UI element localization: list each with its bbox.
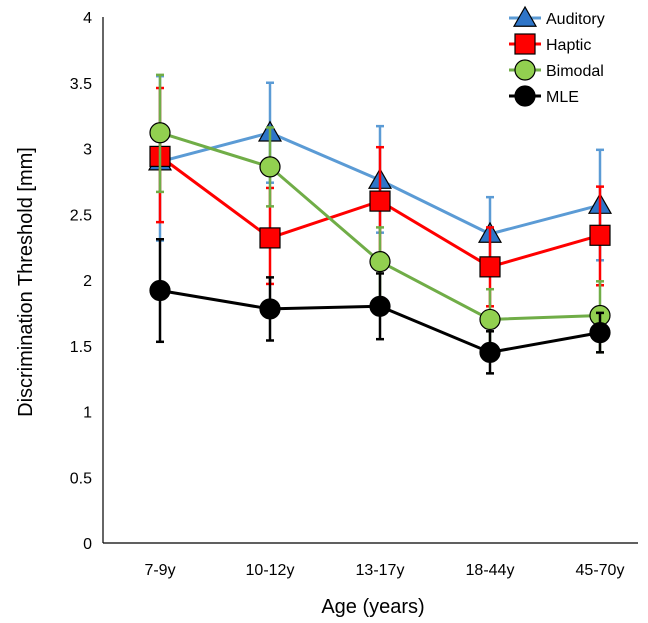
legend-item-auditory: Auditory xyxy=(509,5,605,28)
legend-marker-haptic xyxy=(514,33,536,55)
x-tick-label: 18-44y xyxy=(466,562,515,579)
y-axis-title: Discrimination Threshold [mm] xyxy=(15,147,37,417)
x-tick-label: 45-70y xyxy=(576,562,625,579)
legend-marker-bimodal xyxy=(514,59,536,81)
haptic-point xyxy=(259,227,281,249)
y-tick-label: 4 xyxy=(83,10,92,27)
legend-marker-mle xyxy=(514,85,536,107)
bimodal-point xyxy=(479,308,501,331)
series-layer xyxy=(147,73,613,375)
mle-point xyxy=(369,295,391,317)
legend-label-auditory: Auditory xyxy=(546,11,605,28)
x-tick-label: 10-12y xyxy=(246,562,295,579)
x-axis-title: Age (years) xyxy=(321,596,424,618)
legend-marker-auditory xyxy=(512,5,538,27)
bimodal-point xyxy=(259,156,281,178)
series-mle xyxy=(149,237,611,375)
mle-point xyxy=(479,341,501,363)
mle-point xyxy=(259,298,281,320)
y-tick-label: 0 xyxy=(83,536,92,553)
bimodal-point xyxy=(149,122,171,144)
y-tick-label: 2.5 xyxy=(70,207,92,224)
tick-labels: 0 0.5 1 1.5 2 2.5 3 3.5 4 7-9y 10-12y 13-17y 18-44y 4… xyxy=(70,10,625,579)
x-tick-label: 7-9y xyxy=(144,562,175,579)
legend-label-mle: MLE xyxy=(546,89,579,106)
legend-item-bimodal: Bimodal xyxy=(509,59,604,81)
haptic-point xyxy=(369,190,391,212)
mle-point xyxy=(589,322,611,344)
legend-label-haptic: Haptic xyxy=(546,37,591,54)
y-tick-label: 1 xyxy=(83,405,92,422)
legend-item-haptic: Haptic xyxy=(509,33,591,55)
axes xyxy=(102,17,638,544)
legend: Auditory Haptic Bimodal MLE xyxy=(509,5,605,107)
legend-item-mle: MLE xyxy=(509,85,579,107)
x-tick-label: 13-17y xyxy=(356,562,405,579)
y-tick-label: 0.5 xyxy=(70,470,92,487)
y-tick-label: 3.5 xyxy=(70,76,92,93)
legend-label-bimodal: Bimodal xyxy=(546,63,604,80)
y-tick-label: 1.5 xyxy=(70,339,92,356)
bimodal-point xyxy=(369,250,391,273)
y-tick-label: 2 xyxy=(83,273,92,290)
haptic-point xyxy=(589,224,611,246)
haptic-point xyxy=(479,256,501,278)
series-bimodal xyxy=(149,73,611,354)
mle-point xyxy=(149,279,171,302)
y-tick-label: 3 xyxy=(83,142,92,159)
